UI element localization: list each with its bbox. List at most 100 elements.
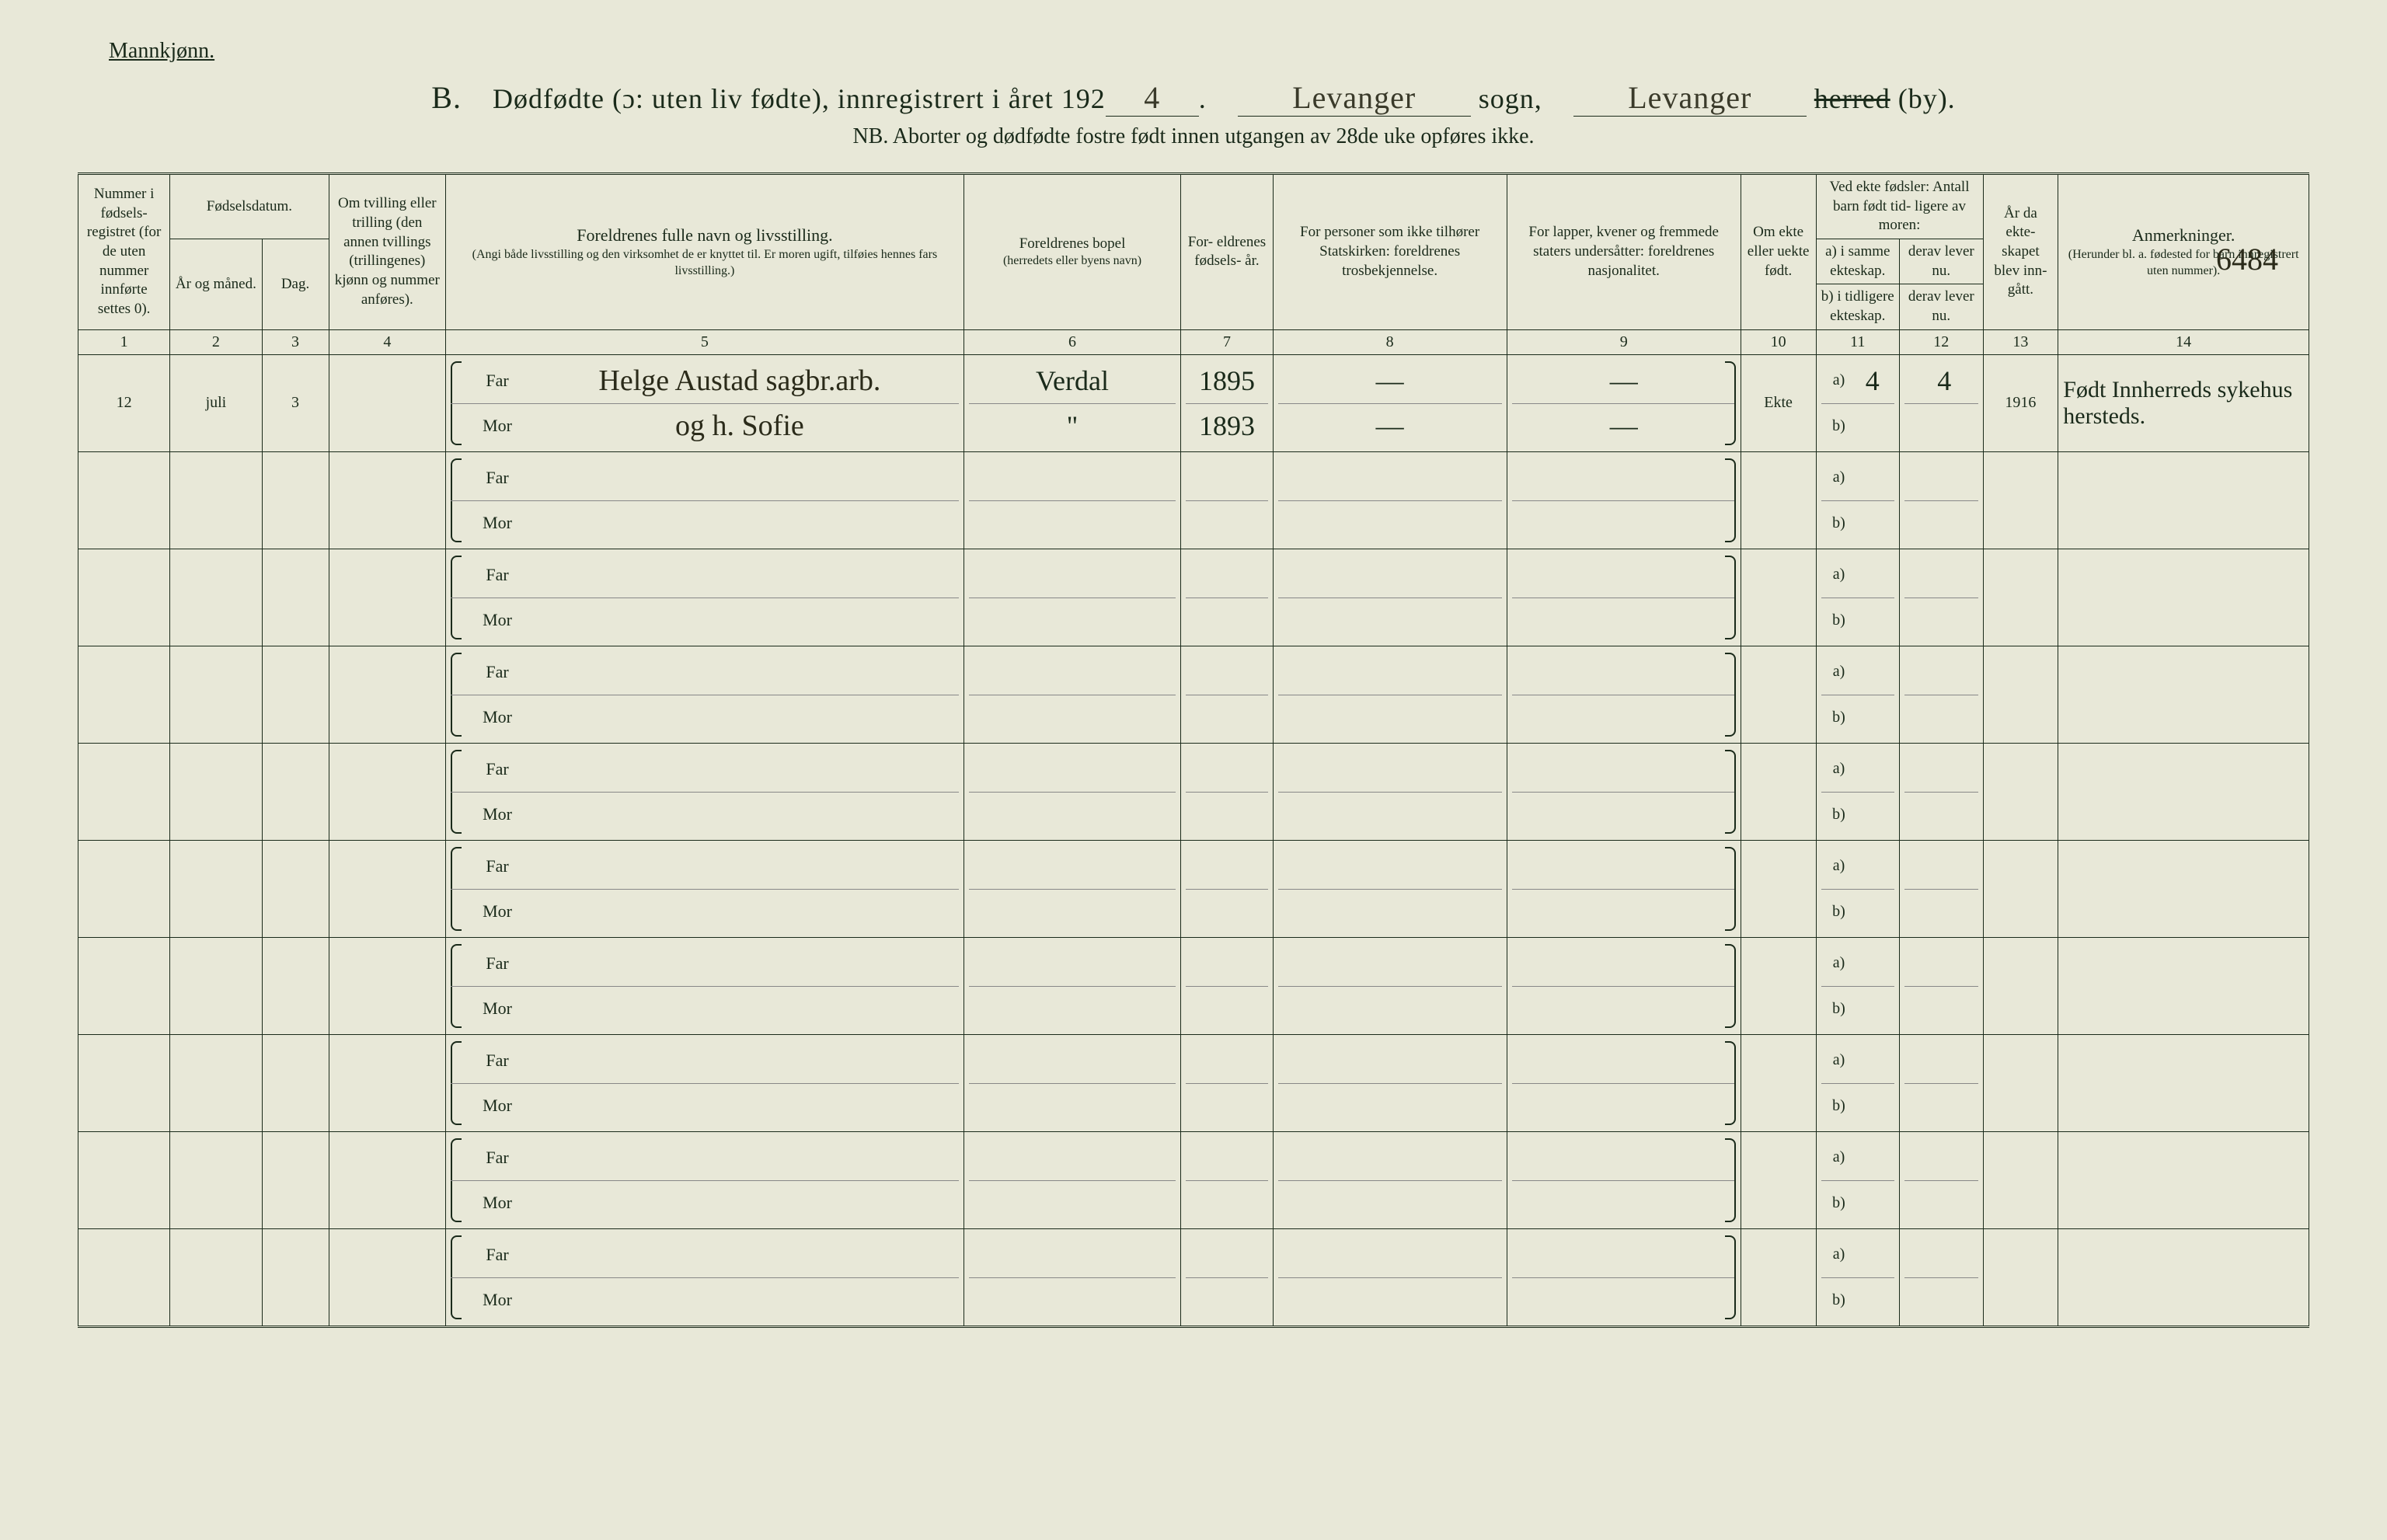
colnum: 14 xyxy=(2058,329,2309,354)
col-10-header: Om ekte eller uekte født. xyxy=(1741,174,1816,330)
cell-day xyxy=(262,743,329,840)
colnum: 11 xyxy=(1816,329,1900,354)
cell-bopel xyxy=(964,1034,1181,1131)
b-label: b) xyxy=(1828,514,1851,532)
col-2-header: År og måned. xyxy=(170,239,262,330)
table-row: Far Mor a) b) xyxy=(78,646,2309,743)
cell-twin xyxy=(329,1228,446,1326)
cell-parents: FarHelge Austad sagbr.arb. Morog h. Sofi… xyxy=(446,354,964,451)
cell-marriage-year xyxy=(1983,1131,2058,1228)
far-year: 1895 xyxy=(1199,364,1255,397)
cell-nationality xyxy=(1507,743,1741,840)
cell-religion xyxy=(1273,937,1507,1034)
cell-religion xyxy=(1273,1131,1507,1228)
a-val: 4 xyxy=(1851,364,1895,397)
brace-right-icon xyxy=(1725,1041,1736,1125)
herred-value: Levanger xyxy=(1573,79,1807,117)
a-label: a) xyxy=(1828,566,1851,584)
cell-birthyear xyxy=(1181,743,1273,840)
cell-remarks xyxy=(2058,1228,2309,1326)
cell-religion xyxy=(1273,743,1507,840)
a-label: a) xyxy=(1828,1246,1851,1263)
cell-birthyear xyxy=(1181,840,1273,937)
cell-birthyear xyxy=(1181,937,1273,1034)
cell-month xyxy=(170,646,262,743)
subtitle: NB. Aborter og dødfødte fostre født inne… xyxy=(78,124,2309,149)
a-label: a) xyxy=(1828,954,1851,972)
far-label: Far xyxy=(474,1050,521,1071)
cell-marriage-year xyxy=(1983,937,2058,1034)
mor-rel: — xyxy=(1376,409,1404,442)
cell-ekte xyxy=(1741,937,1816,1034)
cell-birthyear xyxy=(1181,1034,1273,1131)
cell-day xyxy=(262,1228,329,1326)
cell-bopel: Verdal " xyxy=(964,354,1181,451)
col-9-header: For lapper, kvener og fremmede staters u… xyxy=(1507,174,1741,330)
cell-twin xyxy=(329,1034,446,1131)
cell-bopel xyxy=(964,1228,1181,1326)
cell-religion xyxy=(1273,1034,1507,1131)
cell-col11: a) b) xyxy=(1816,549,1900,646)
cell-bopel xyxy=(964,451,1181,549)
cell-bopel xyxy=(964,646,1181,743)
table-row: Far Mor a) b) xyxy=(78,840,2309,937)
cell-col12 xyxy=(1900,1228,1984,1326)
cell-parents: Far Mor xyxy=(446,549,964,646)
cell-col11: a) b) xyxy=(1816,840,1900,937)
colnum: 12 xyxy=(1900,329,1984,354)
register-table: Nummer i fødsels- registret (for de uten… xyxy=(78,172,2309,1328)
cell-day xyxy=(262,549,329,646)
sogn-value: Levanger xyxy=(1238,79,1471,117)
cell-day xyxy=(262,1034,329,1131)
a-lev: 4 xyxy=(1911,364,1978,397)
cell-marriage-year xyxy=(1983,549,2058,646)
brace-right-icon xyxy=(1725,653,1736,737)
a-label: a) xyxy=(1828,1051,1851,1069)
cell-marriage-year xyxy=(1983,646,2058,743)
mor-label: Mor xyxy=(474,416,521,436)
mor-label: Mor xyxy=(474,1193,521,1213)
a-label: a) xyxy=(1828,663,1851,681)
cell-col12 xyxy=(1900,646,1984,743)
herred-strike: herred xyxy=(1814,83,1890,114)
table-row: Far Mor a) b) xyxy=(78,1131,2309,1228)
cell-parents: Far Mor xyxy=(446,937,964,1034)
col-5-title: Foreldrenes fulle navn og livsstilling. xyxy=(451,225,959,247)
cell-col11: a) b) xyxy=(1816,1131,1900,1228)
col-6-header: Foreldrenes bopel (herredets eller byens… xyxy=(964,174,1181,330)
cell-marriage-year xyxy=(1983,451,2058,549)
corner-number: 6484 xyxy=(2216,241,2278,277)
cell-marriage-year xyxy=(1983,1228,2058,1326)
colnum: 10 xyxy=(1741,329,1816,354)
cell-number xyxy=(78,840,170,937)
cell-birthyear xyxy=(1181,549,1273,646)
cell-number xyxy=(78,451,170,549)
table-row: 12 juli 3 FarHelge Austad sagbr.arb. Mor… xyxy=(78,354,2309,451)
col-8-header: For personer som ikke tilhører Statskirk… xyxy=(1273,174,1507,330)
col-5-header: Foreldrenes fulle navn og livsstilling. … xyxy=(446,174,964,330)
col-12b-header: derav lever nu. xyxy=(1900,284,1984,329)
mor-label: Mor xyxy=(474,610,521,630)
col-5-sub: (Angi både livsstilling og den virksomhe… xyxy=(451,247,959,280)
cell-month xyxy=(170,840,262,937)
mor-label: Mor xyxy=(474,513,521,533)
colnum: 9 xyxy=(1507,329,1741,354)
cell-twin xyxy=(329,743,446,840)
cell-religion xyxy=(1273,451,1507,549)
mor-label: Mor xyxy=(474,1290,521,1310)
cell-nationality xyxy=(1507,646,1741,743)
cell-col12 xyxy=(1900,549,1984,646)
table-row: Far Mor a) b) xyxy=(78,743,2309,840)
cell-remarks xyxy=(2058,451,2309,549)
far-nat: — xyxy=(1610,364,1638,397)
year-digit: 4 xyxy=(1106,79,1199,117)
cell-month xyxy=(170,451,262,549)
brace-right-icon xyxy=(1725,944,1736,1028)
brace-right-icon xyxy=(1725,1138,1736,1222)
cell-parents: Far Mor xyxy=(446,1131,964,1228)
cell-bopel xyxy=(964,1131,1181,1228)
col-11b-header: b) i tidligere ekteskap. xyxy=(1816,284,1900,329)
cell-twin xyxy=(329,549,446,646)
colnum: 6 xyxy=(964,329,1181,354)
cell-birthyear xyxy=(1181,1228,1273,1326)
